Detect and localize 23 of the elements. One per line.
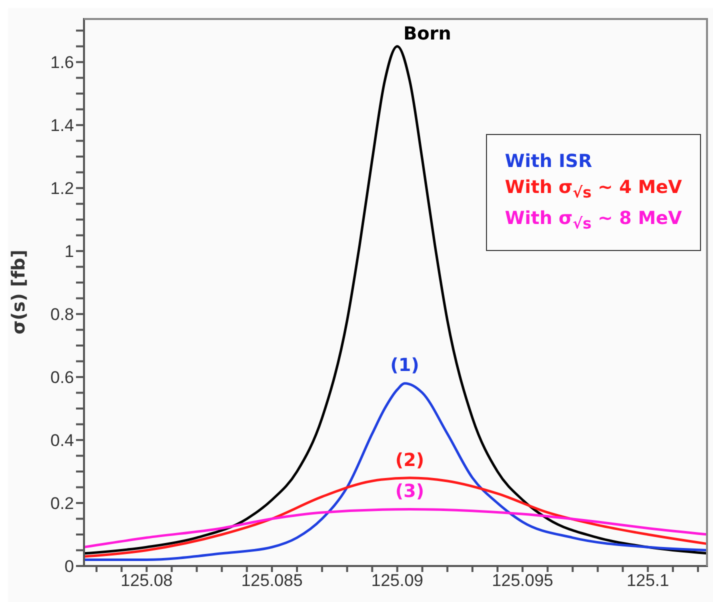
- y-axis-title: σ(s) [fb]: [8, 250, 30, 334]
- x-tick-label: 125.085: [241, 571, 303, 590]
- y-tick-label: 0.6: [50, 368, 74, 388]
- y-tick-label: 0: [64, 557, 74, 576]
- y-tick-label: 0.2: [50, 494, 74, 514]
- annotation: (2): [395, 450, 424, 472]
- y-tick-label: 0.8: [50, 305, 74, 324]
- x-tick-label: 125.095: [492, 571, 554, 590]
- annotation: (3): [395, 481, 424, 504]
- line-series: [84, 382, 708, 561]
- y-tick-label: 1.2: [50, 179, 74, 198]
- line-series: [84, 476, 708, 558]
- line-series: [84, 508, 708, 548]
- annotation: (1): [390, 355, 420, 378]
- x-tick-label: 125.09: [371, 571, 424, 590]
- y-tick-label: 1.4: [50, 116, 74, 136]
- y-tick-label: 1.6: [50, 53, 74, 72]
- x-tick-label: 125.08: [120, 571, 173, 590]
- x-tick-label: 125.1: [626, 571, 670, 590]
- y-tick-label: 1: [64, 242, 74, 262]
- legend-box: With ISR With σ$_{√s}$ ~ 4 MeV With σ$_{√s}$ ~ 8 MeV: [486, 134, 701, 252]
- series-label: Born: [403, 23, 452, 44]
- y-tick-label: 0.4: [50, 431, 74, 450]
